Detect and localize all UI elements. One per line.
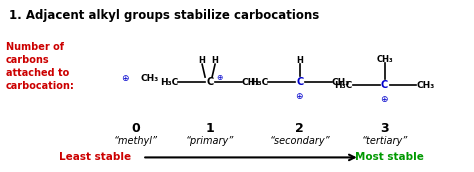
Text: $\oplus$: $\oplus$: [380, 94, 389, 104]
Text: carbocation:: carbocation:: [6, 81, 74, 91]
Text: H₃C: H₃C: [250, 78, 268, 87]
Text: C: C: [381, 80, 388, 90]
Text: CH₃: CH₃: [140, 74, 158, 83]
Text: $\oplus$: $\oplus$: [216, 73, 224, 82]
Text: attached to: attached to: [6, 68, 69, 78]
Text: 3: 3: [380, 122, 389, 135]
Text: H: H: [296, 56, 303, 65]
Text: “tertiary”: “tertiary”: [362, 136, 408, 146]
Text: Number of: Number of: [6, 42, 64, 52]
Text: $\oplus$: $\oplus$: [295, 91, 304, 101]
Text: CH₃: CH₃: [332, 78, 350, 87]
Text: 2: 2: [295, 122, 304, 135]
Text: Least stable: Least stable: [59, 152, 131, 162]
Text: CH₃: CH₃: [376, 55, 393, 64]
Text: “primary”: “primary”: [186, 136, 234, 146]
Text: C: C: [207, 77, 214, 87]
Text: Most stable: Most stable: [355, 152, 424, 162]
Text: 1. Adjacent alkyl groups stabilize carbocations: 1. Adjacent alkyl groups stabilize carbo…: [9, 9, 319, 22]
Text: H₃C: H₃C: [160, 78, 178, 87]
Text: CH₃: CH₃: [417, 80, 435, 89]
Text: carbons: carbons: [6, 55, 49, 65]
Text: “methyl”: “methyl”: [113, 136, 157, 146]
Text: “secondary”: “secondary”: [270, 136, 330, 146]
Text: H₃C: H₃C: [335, 80, 353, 89]
Text: $\oplus$: $\oplus$: [121, 73, 130, 83]
Text: 0: 0: [131, 122, 140, 135]
Text: H: H: [211, 56, 219, 65]
Text: C: C: [296, 77, 303, 87]
Text: H: H: [199, 56, 206, 65]
Text: CH₂: CH₂: [242, 78, 260, 87]
Text: 1: 1: [206, 122, 214, 135]
